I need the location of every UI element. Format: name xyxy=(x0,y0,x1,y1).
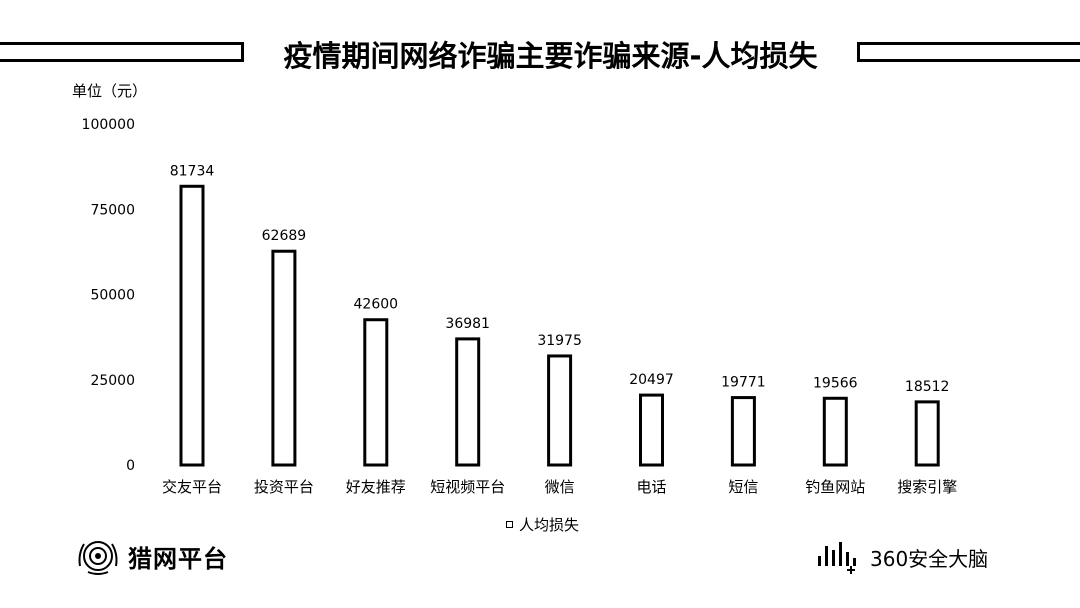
bar xyxy=(824,398,846,465)
x-tick-label: 短信 xyxy=(728,478,758,496)
x-tick-label: 电话 xyxy=(636,478,666,496)
bar xyxy=(549,356,571,465)
x-tick-label: 好友推荐 xyxy=(346,478,406,496)
data-label: 19566 xyxy=(813,375,858,391)
data-label: 42600 xyxy=(354,297,399,313)
data-label: 81734 xyxy=(170,163,215,179)
x-tick-label: 交友平台 xyxy=(162,478,222,496)
legend: 人均损失 xyxy=(506,514,579,535)
emblem-icon xyxy=(74,536,122,576)
x-tick-label: 微信 xyxy=(545,478,575,496)
x-tick-label: 短视频平台 xyxy=(430,478,505,496)
y-tick-label: 100000 xyxy=(82,117,135,133)
bar xyxy=(732,398,754,465)
x-tick-label: 钓鱼网站 xyxy=(805,478,865,496)
y-tick-label: 75000 xyxy=(90,202,135,218)
lieWang-logo-text: 猎网平台 xyxy=(128,539,228,574)
data-label: 36981 xyxy=(445,316,490,332)
legend-label: 人均损失 xyxy=(519,514,579,535)
data-label: 20497 xyxy=(629,372,674,388)
data-label: 31975 xyxy=(537,333,582,349)
bar xyxy=(916,402,938,465)
bar xyxy=(181,186,203,465)
x-tick-label: 投资平台 xyxy=(254,478,314,496)
lieWang-logo: 猎网平台 xyxy=(74,536,228,576)
data-label: 18512 xyxy=(905,379,950,395)
brain-bars-icon xyxy=(816,538,862,576)
y-tick-label: 0 xyxy=(126,458,135,474)
data-label: 19771 xyxy=(721,375,766,391)
bar xyxy=(365,320,387,465)
y-tick-label: 50000 xyxy=(90,288,135,304)
bar xyxy=(641,395,663,465)
brain360-logo: 360安全大脑 xyxy=(816,538,988,576)
data-label: 62689 xyxy=(262,228,307,244)
y-tick-label: 25000 xyxy=(90,373,135,389)
legend-swatch xyxy=(506,521,513,528)
brain360-logo-text: 360安全大脑 xyxy=(870,543,988,572)
bar xyxy=(273,251,295,465)
x-tick-label: 搜索引擎 xyxy=(897,478,957,496)
bar xyxy=(457,339,479,465)
